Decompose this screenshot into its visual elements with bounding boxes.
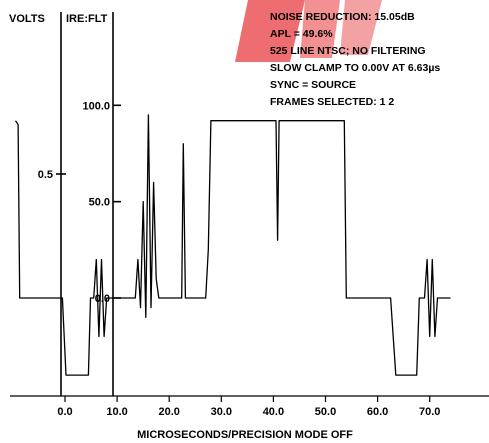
y-axis-label-ire: IRE:FLT (66, 13, 108, 25)
x-tick-label: 50.0 (315, 406, 336, 418)
info-sync: SYNC = SOURCE (270, 79, 356, 91)
ire-tick-label: 50.0 (89, 197, 110, 209)
info-noise-reduction: NOISE REDUCTION: 15.05dB (270, 11, 415, 23)
x-tick-label: 0.0 (57, 406, 72, 418)
x-tick-label: 60.0 (367, 406, 388, 418)
info-apl: APL = 49.6% (270, 28, 333, 40)
volts-axis-ticks: 0.5 (38, 169, 66, 181)
x-tick-label: 30.0 (211, 406, 232, 418)
x-tick-label: 10.0 (106, 406, 127, 418)
y-axis-label-volts: VOLTS (9, 13, 45, 25)
waveform-line (14, 114, 451, 376)
info-block: NOISE REDUCTION: 15.05dB APL = 49.6% 525… (270, 11, 440, 108)
info-line-standard: 525 LINE NTSC; NO FILTERING (270, 45, 426, 57)
ire-tick-label: 100.0 (82, 100, 110, 112)
x-tick-label: 70.0 (419, 406, 440, 418)
x-axis-title: MICROSECONDS/PRECISION MODE OFF (137, 429, 353, 441)
x-tick-label: 20.0 (158, 406, 179, 418)
x-axis-ticks: 0.0 10.0 20.0 30.0 40.0 50.0 60.0 70.0 (57, 396, 440, 418)
x-tick-label: 40.0 (263, 406, 284, 418)
waveform-series (14, 114, 451, 376)
info-clamp: SLOW CLAMP TO 0.00V AT 6.63µs (270, 62, 440, 74)
volts-tick-label: 0.5 (38, 169, 53, 181)
info-frames: FRAMES SELECTED: 1 2 (270, 96, 394, 108)
watermark-logo (235, 0, 382, 62)
